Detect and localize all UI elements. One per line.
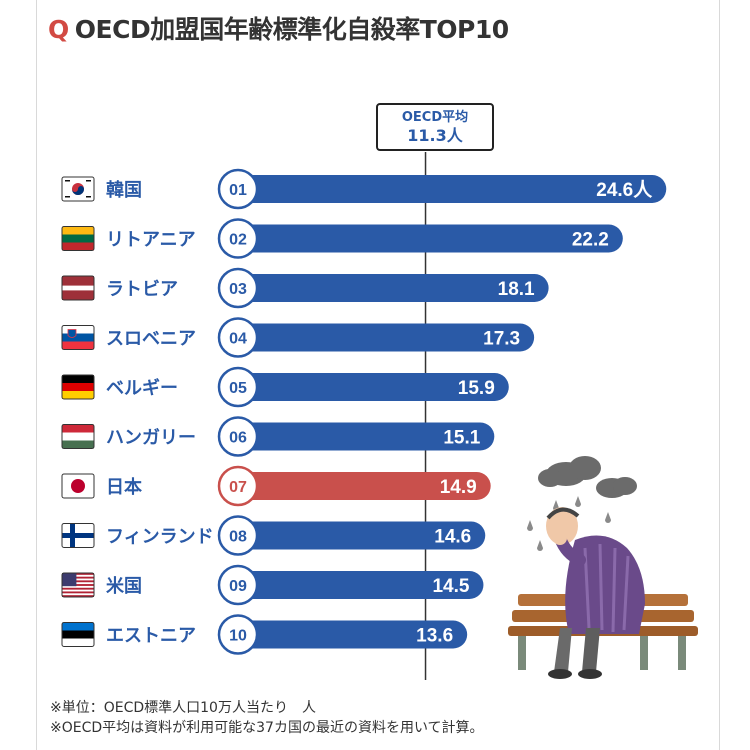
footnote-unit: ※単位：OECD標準人口10万人当たり 人 (50, 700, 316, 716)
bar-value-label-06: 15.1 (443, 428, 480, 449)
slovenia-flag-icon (61, 325, 95, 350)
frame-left-border (36, 0, 37, 750)
rank-label-08: 08 (229, 529, 247, 546)
footnotes: ※単位：OECD標準人口10万人当たり 人 ※OECD平均は資料が利用可能な37… (50, 698, 484, 738)
oecd-average-value: 11.3人 (407, 126, 463, 145)
chart-marks: 24.6人 01 韓国 22.2 02 リトアニア 18.1 03 ラトビア 17.3 04 スロベニ… (61, 152, 667, 680)
estonia-flag-icon (61, 622, 95, 647)
bar-value-label-10: 13.6 (416, 626, 453, 647)
rank-badge-05 (217, 366, 259, 408)
oecd-average-box: OECD平均 11.3人 (376, 103, 494, 151)
bar-value-label-05: 15.9 (458, 378, 495, 399)
bar-03 (221, 274, 549, 302)
bar-value-label-07: 14.9 (440, 477, 477, 498)
rank-label-01: 01 (229, 182, 247, 199)
rank-badge-07 (217, 465, 259, 507)
oecd-average-label: OECD平均 (401, 110, 469, 125)
bar-05 (221, 373, 509, 401)
sad-man-illustration (508, 456, 698, 679)
rank-badge-10 (217, 614, 259, 655)
bar-06 (221, 422, 495, 451)
country-label-09: 米国 (106, 575, 142, 597)
lithuania-flag-icon (61, 226, 95, 251)
country-label-07: 日本 (106, 476, 142, 498)
finland-flag-icon (61, 523, 95, 548)
bar-value-label-02: 22.2 (572, 230, 609, 251)
belgium-flag-icon (61, 374, 95, 400)
bar-value-label-09: 14.5 (432, 576, 469, 597)
frame-right-border (719, 0, 720, 750)
bar-value-label-03: 18.1 (498, 279, 535, 300)
bar-09 (221, 571, 484, 599)
rank-label-10: 10 (229, 628, 247, 645)
chart-title-text: OECD加盟国年齢標準化自殺率TOP10 (74, 15, 509, 44)
country-label-01: 韓国 (106, 179, 142, 201)
japan-flag-icon (61, 473, 95, 499)
rank-badge-04 (217, 317, 259, 358)
rank-label-03: 03 (229, 281, 247, 298)
footnote-average: ※OECD平均は資料が利用可能な37カ国の最近の資料を用いて計算。 (50, 720, 484, 736)
bar-value-label-08: 14.6 (434, 527, 471, 548)
korea-flag-icon (61, 176, 95, 202)
country-label-04: スロベニア (106, 329, 196, 350)
rain-cloud-icon (527, 456, 637, 551)
question-mark-label: Q (48, 15, 69, 44)
rank-label-07: 07 (229, 479, 247, 496)
bar-07 (221, 472, 491, 500)
chart-title: Q OECD加盟国年齢標準化自殺率TOP10 (48, 10, 509, 46)
rank-badge-01 (217, 168, 259, 210)
bar-01 (221, 175, 667, 203)
country-label-02: リトアニア (106, 230, 196, 251)
rank-label-09: 09 (229, 578, 247, 595)
country-label-06: ハンガリー (106, 428, 196, 449)
bar-08 (221, 521, 486, 550)
country-label-10: エストニア (106, 626, 196, 647)
rank-label-05: 05 (229, 380, 247, 397)
hungary-flag-icon (61, 424, 95, 449)
rank-label-02: 02 (229, 232, 247, 249)
latvia-flag-icon (61, 275, 95, 301)
rank-badge-06 (217, 416, 259, 457)
bar-04 (221, 323, 535, 352)
country-label-08: フィンランド (106, 527, 214, 548)
rank-badge-08 (217, 515, 259, 556)
bar-value-label-01: 24.6人 (596, 179, 653, 201)
bar-02 (221, 224, 623, 253)
rank-badge-03 (217, 267, 259, 309)
rank-badge-09 (217, 564, 259, 606)
country-label-05: ベルギー (106, 378, 178, 399)
rank-label-04: 04 (229, 331, 247, 348)
bar-10 (221, 620, 468, 649)
usa-flag-icon (61, 572, 95, 598)
country-label-03: ラトビア (106, 279, 178, 300)
rank-label-06: 06 (229, 430, 247, 447)
rank-badge-02 (217, 218, 259, 259)
bar-value-label-04: 17.3 (483, 329, 520, 350)
